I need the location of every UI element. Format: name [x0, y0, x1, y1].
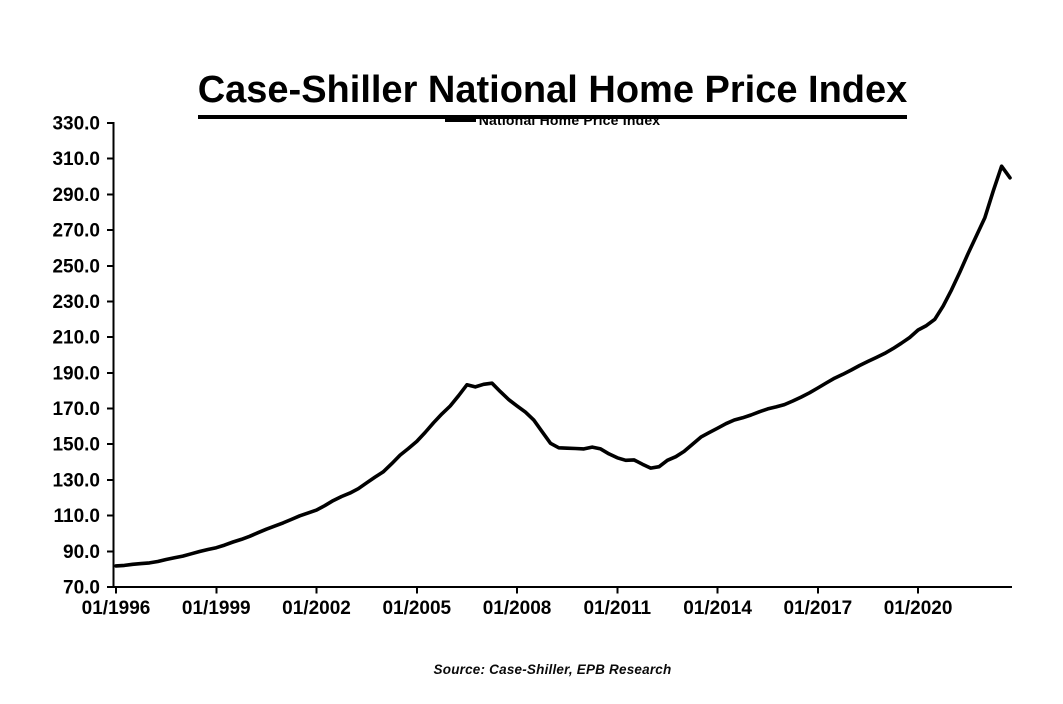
x-tick-label: 01/1999 [182, 598, 251, 619]
y-tick-label: 70.0 [63, 578, 100, 599]
legend-line-marker [444, 118, 476, 122]
legend-label: National Home Price Index [478, 112, 661, 128]
y-tick-label: 150.0 [52, 435, 100, 456]
y-tick-label: 110.0 [54, 506, 101, 527]
y-tick-label: 130.0 [52, 470, 100, 491]
legend: National Home Price Index [42, 112, 1063, 128]
price-index-line [114, 164, 1012, 568]
y-tick-label: 290.0 [52, 185, 100, 206]
x-tick-label: 01/2014 [683, 598, 752, 619]
y-tick-label: 270.0 [52, 221, 100, 242]
y-tick-label: 330.0 [52, 114, 100, 135]
x-tick-label: 01/1996 [82, 598, 151, 619]
source-note: Source: Case-Shiller, EPB Research [433, 662, 672, 677]
y-tick-label: 230.0 [52, 292, 100, 313]
y-tick-label: 90.0 [63, 542, 100, 563]
y-tick-label: 170.0 [52, 399, 100, 420]
x-tick-label: 01/2005 [382, 598, 451, 619]
y-tick-label: 310.0 [52, 149, 100, 170]
chart-title: Case-Shiller National Home Price Index [197, 69, 908, 119]
x-tick-label: 01/2020 [884, 598, 953, 619]
x-tick-label: 01/2011 [583, 598, 651, 619]
x-tick-label: 01/2017 [783, 598, 852, 619]
y-tick-label: 210.0 [52, 328, 100, 349]
x-tick-label: 01/2008 [483, 598, 552, 619]
x-tick-label: 01/2002 [282, 598, 351, 619]
chart-header: Case-Shiller National Home Price Index [0, 44, 1063, 144]
y-tick-label: 190.0 [52, 363, 100, 384]
y-tick-label: 250.0 [52, 256, 100, 277]
